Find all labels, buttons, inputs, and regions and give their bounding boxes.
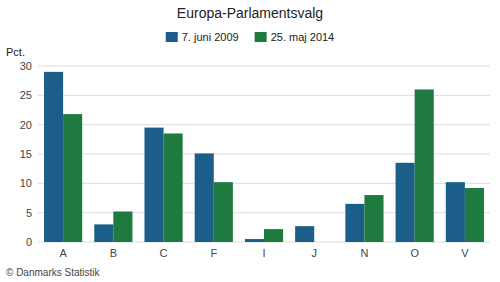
bar — [245, 239, 264, 242]
bar — [44, 72, 63, 242]
y-tick-label: 10 — [20, 177, 32, 189]
legend-swatch — [255, 32, 267, 42]
y-tick-label: 25 — [20, 89, 32, 101]
bar — [364, 195, 383, 242]
bar — [63, 114, 82, 242]
bars — [44, 72, 484, 242]
grid-line — [38, 66, 490, 67]
x-tick-label: N — [360, 247, 368, 259]
legend-label: 7. juni 2009 — [182, 31, 239, 43]
bar — [415, 89, 434, 242]
bar — [164, 133, 183, 242]
y-tick-label: 0 — [26, 236, 32, 248]
x-tick-label: I — [262, 247, 265, 259]
x-tick-label: J — [311, 247, 317, 259]
bar — [295, 226, 314, 242]
bar — [214, 182, 233, 242]
chart: Europa-Parlamentsvalg 0 5 10 15 20 25 30 Pct. A B C… — [0, 0, 500, 282]
bar — [396, 163, 415, 242]
bar — [94, 224, 113, 242]
x-tick-label: B — [110, 247, 117, 259]
bar — [446, 182, 465, 242]
legend: 7. juni 2009 25. maj 2014 — [166, 31, 335, 43]
bar — [195, 153, 214, 242]
legend-swatch — [166, 32, 178, 42]
bar — [465, 188, 484, 242]
y-axis-label: Pct. — [6, 46, 25, 58]
x-tick-label: F — [210, 247, 217, 259]
x-tick-label: A — [59, 247, 67, 259]
title: Europa-Parlamentsvalg — [177, 5, 323, 21]
x-tick-label: C — [160, 247, 168, 259]
bar — [264, 229, 283, 242]
legend-label: 25. maj 2014 — [271, 31, 335, 43]
bar — [144, 128, 163, 242]
x-tick-label: O — [410, 247, 419, 259]
y-tick-label: 15 — [20, 148, 32, 160]
footer: © Danmarks Statistik — [6, 267, 101, 278]
bar — [345, 204, 364, 242]
y-tick-label: 30 — [20, 60, 32, 72]
y-tick-label: 5 — [26, 207, 32, 219]
bar — [314, 242, 333, 243]
x-tick-label: V — [461, 247, 469, 259]
bar — [113, 211, 132, 242]
y-tick-label: 20 — [20, 119, 32, 131]
